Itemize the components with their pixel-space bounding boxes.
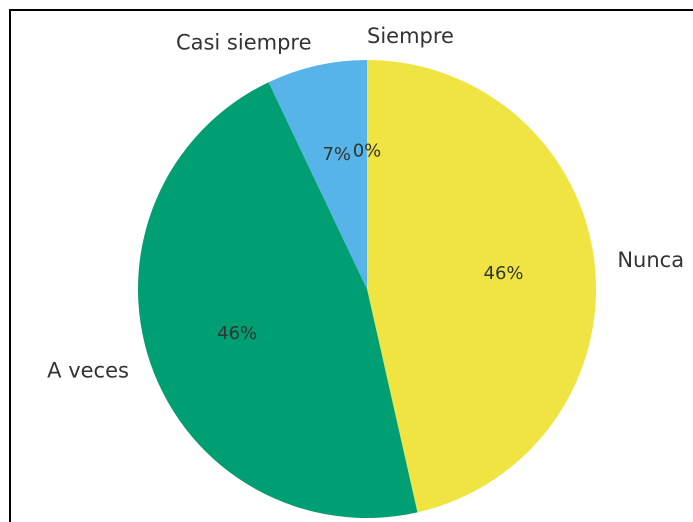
- percent-label: 46%: [217, 323, 257, 344]
- pie-slice: [138, 82, 418, 518]
- percent-label: 46%: [484, 263, 524, 284]
- slice-label: Nunca: [617, 248, 684, 272]
- slice-label: A veces: [47, 358, 129, 382]
- percent-label: 7%: [322, 144, 351, 165]
- slice-label: Casi siempre: [176, 30, 312, 54]
- pie-slice: [367, 60, 596, 513]
- percent-label: 0%: [353, 141, 382, 162]
- pie-slice: [268, 60, 367, 289]
- slice-label: Siempre: [367, 24, 454, 48]
